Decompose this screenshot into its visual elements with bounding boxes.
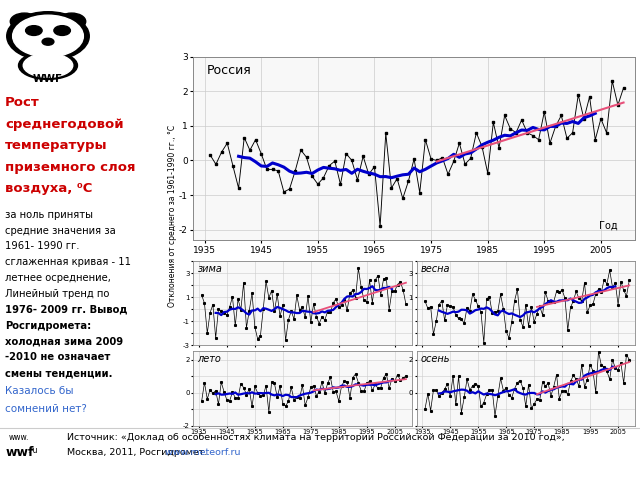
Circle shape bbox=[42, 38, 54, 45]
Circle shape bbox=[54, 25, 70, 36]
Text: холодная зима 2009: холодная зима 2009 bbox=[5, 336, 124, 347]
Text: Росгидромета:: Росгидромета: bbox=[5, 321, 92, 331]
Text: осень: осень bbox=[421, 354, 451, 364]
Ellipse shape bbox=[19, 51, 77, 79]
Text: Казалось бы: Казалось бы bbox=[5, 386, 74, 396]
Text: wwf: wwf bbox=[5, 446, 34, 459]
Text: Рост: Рост bbox=[5, 96, 40, 109]
Circle shape bbox=[58, 13, 86, 30]
Text: Отклонения от среднего за 1961-1990 гг., °С: Отклонения от среднего за 1961-1990 гг.,… bbox=[168, 125, 177, 307]
Text: Линейный тренд по: Линейный тренд по bbox=[5, 289, 109, 299]
Circle shape bbox=[26, 25, 42, 36]
Text: 1961- 1990 гг.: 1961- 1990 гг. bbox=[5, 241, 79, 252]
Text: WWF: WWF bbox=[33, 73, 63, 84]
Text: Год: Год bbox=[598, 221, 617, 231]
Text: Россия: Россия bbox=[207, 64, 252, 77]
Text: сглаженная кривая - 11: сглаженная кривая - 11 bbox=[5, 257, 131, 267]
Circle shape bbox=[10, 13, 38, 30]
Text: среднегодовой: среднегодовой bbox=[5, 118, 124, 131]
Text: приземного слоя: приземного слоя bbox=[5, 161, 136, 174]
Ellipse shape bbox=[23, 54, 73, 77]
Text: смены тенденции.: смены тенденции. bbox=[5, 368, 113, 378]
Text: www.meteorf.ru: www.meteorf.ru bbox=[162, 448, 241, 457]
Text: зима: зима bbox=[198, 264, 223, 275]
Text: Москва, 2011, Росгидромет.: Москва, 2011, Росгидромет. bbox=[67, 448, 207, 457]
Text: лето: лето bbox=[198, 354, 221, 364]
Text: Источник: «Доклад об особенностях климата на территории Российской Федерации за : Источник: «Доклад об особенностях климат… bbox=[67, 433, 565, 442]
Circle shape bbox=[13, 15, 83, 57]
Text: весна: весна bbox=[421, 264, 451, 275]
Text: .ru: .ru bbox=[27, 446, 37, 456]
Text: сомнений нет?: сомнений нет? bbox=[5, 404, 87, 414]
Text: средние значения за: средние значения за bbox=[5, 226, 116, 236]
Circle shape bbox=[7, 12, 89, 60]
Text: воздуха, ⁰С: воздуха, ⁰С bbox=[5, 182, 93, 195]
Text: -2010 не означает: -2010 не означает bbox=[5, 352, 111, 362]
Text: температуры: температуры bbox=[5, 139, 108, 152]
Text: за ноль приняты: за ноль приняты bbox=[5, 210, 93, 220]
Text: www.: www. bbox=[8, 433, 29, 442]
Text: летнее осреднение,: летнее осреднение, bbox=[5, 273, 111, 283]
Text: 1976- 2009 гг. Вывод: 1976- 2009 гг. Вывод bbox=[5, 305, 127, 315]
